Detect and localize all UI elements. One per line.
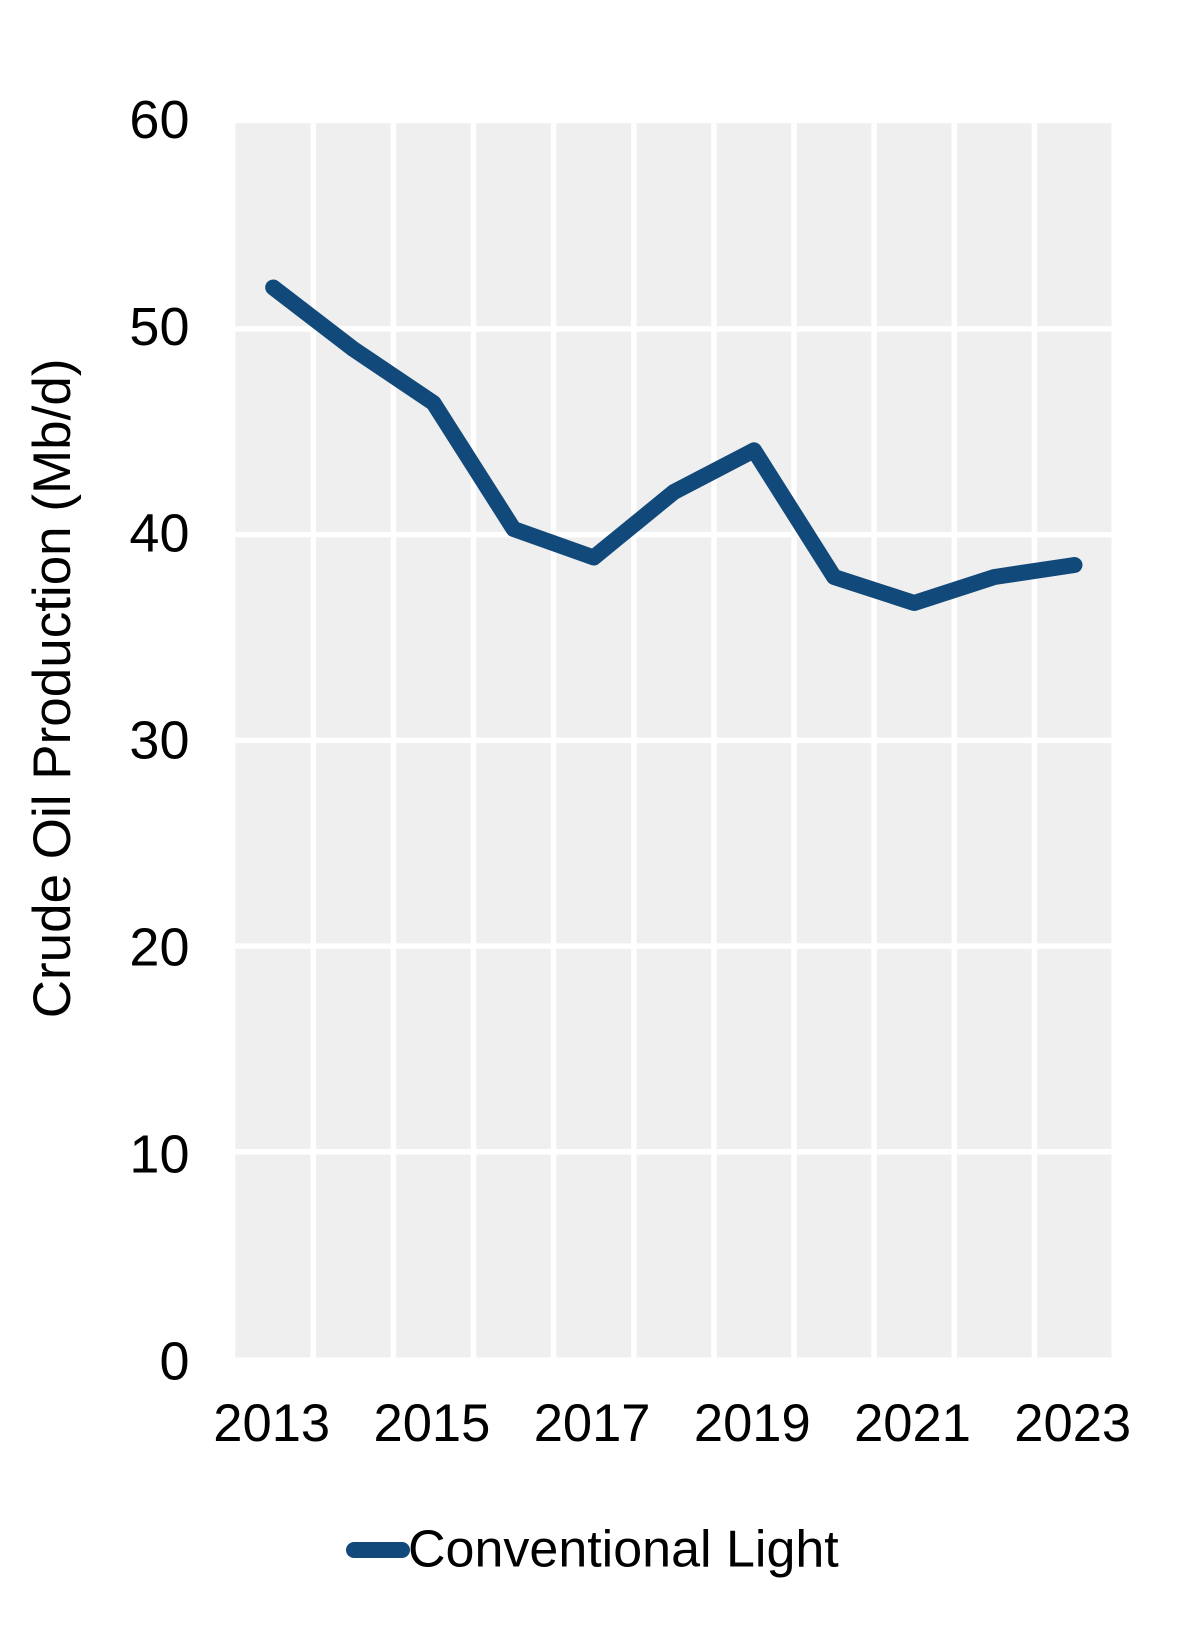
svg-text:30: 30: [129, 711, 189, 771]
svg-text:Conventional Light: Conventional Light: [408, 1521, 839, 1579]
svg-text:2015: 2015: [374, 1394, 491, 1453]
svg-text:40: 40: [129, 504, 189, 564]
svg-text:Crude Oil Production (Mb/d): Crude Oil Production (Mb/d): [23, 358, 82, 1018]
svg-text:60: 60: [129, 90, 189, 150]
svg-text:10: 10: [129, 1125, 189, 1185]
svg-text:20: 20: [129, 918, 189, 978]
svg-text:2013: 2013: [213, 1394, 330, 1453]
svg-text:0: 0: [159, 1332, 189, 1392]
svg-text:2021: 2021: [854, 1394, 971, 1453]
svg-text:2017: 2017: [534, 1394, 651, 1453]
svg-text:50: 50: [129, 297, 189, 357]
svg-text:2023: 2023: [1014, 1394, 1131, 1453]
svg-text:2019: 2019: [694, 1394, 811, 1453]
